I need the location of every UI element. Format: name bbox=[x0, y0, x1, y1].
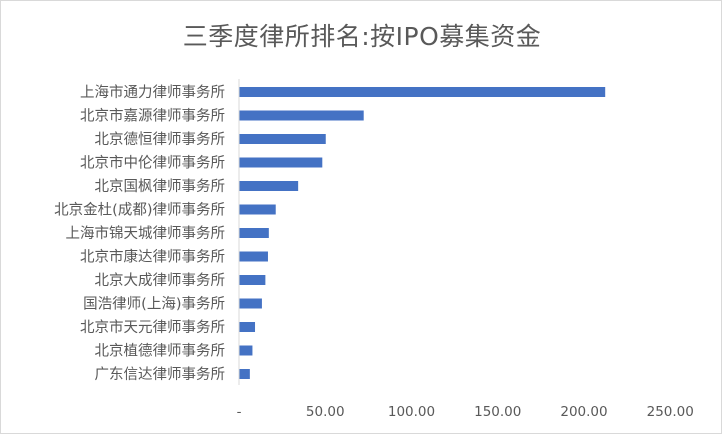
bar-12 bbox=[239, 369, 250, 379]
category-label-3: 北京市中伦律师事务所 bbox=[80, 155, 225, 172]
x-tick-label-2: 100.00 bbox=[388, 404, 435, 420]
x-tick-label-0: - bbox=[237, 404, 242, 420]
bar-4 bbox=[239, 181, 299, 191]
bar-5 bbox=[239, 204, 276, 215]
bar-10 bbox=[239, 322, 256, 332]
bar-7 bbox=[239, 251, 268, 262]
bar-9 bbox=[239, 298, 262, 309]
category-label-4: 北京国枫律师事务所 bbox=[95, 178, 226, 195]
category-label-12: 广东信达律师事务所 bbox=[95, 366, 226, 383]
category-label-7: 北京市康达律师事务所 bbox=[80, 249, 225, 266]
chart-title: 三季度律所排名:按IPO募集资金 bbox=[182, 22, 542, 51]
bar-11 bbox=[239, 345, 253, 356]
category-labels-group: 上海市通力律师事务所北京市嘉源律师事务所北京德恒律师事务所北京市中伦律师事务所北… bbox=[54, 84, 225, 383]
x-tick-label-5: 250.00 bbox=[647, 404, 694, 420]
bar-3 bbox=[239, 157, 323, 168]
x-tick-label-1: 50.00 bbox=[306, 404, 345, 420]
category-label-2: 北京德恒律师事务所 bbox=[95, 131, 226, 148]
category-label-0: 上海市通力律师事务所 bbox=[80, 84, 225, 101]
x-tick-labels-group: - 50.00 100.00 150.00 200.00 250.00 bbox=[237, 404, 694, 420]
category-label-8: 北京大成律师事务所 bbox=[95, 272, 226, 289]
x-tick-label-3: 150.00 bbox=[474, 404, 521, 420]
category-label-5: 北京金杜(成都)律师事务所 bbox=[54, 202, 225, 219]
category-label-1: 北京市嘉源律师事务所 bbox=[80, 108, 225, 125]
bar-1 bbox=[239, 110, 364, 121]
category-label-9: 国浩律师(上海)事务所 bbox=[83, 296, 225, 313]
category-label-11: 北京植德律师事务所 bbox=[95, 343, 226, 360]
bar-6 bbox=[239, 228, 269, 238]
bar-8 bbox=[239, 275, 266, 285]
bar-2 bbox=[239, 134, 326, 144]
bars-group bbox=[239, 87, 606, 379]
category-label-10: 北京市天元律师事务所 bbox=[80, 319, 225, 336]
x-tick-label-4: 200.00 bbox=[560, 404, 607, 420]
category-label-6: 上海市锦天城律师事务所 bbox=[66, 225, 226, 242]
bar-0 bbox=[239, 87, 606, 97]
